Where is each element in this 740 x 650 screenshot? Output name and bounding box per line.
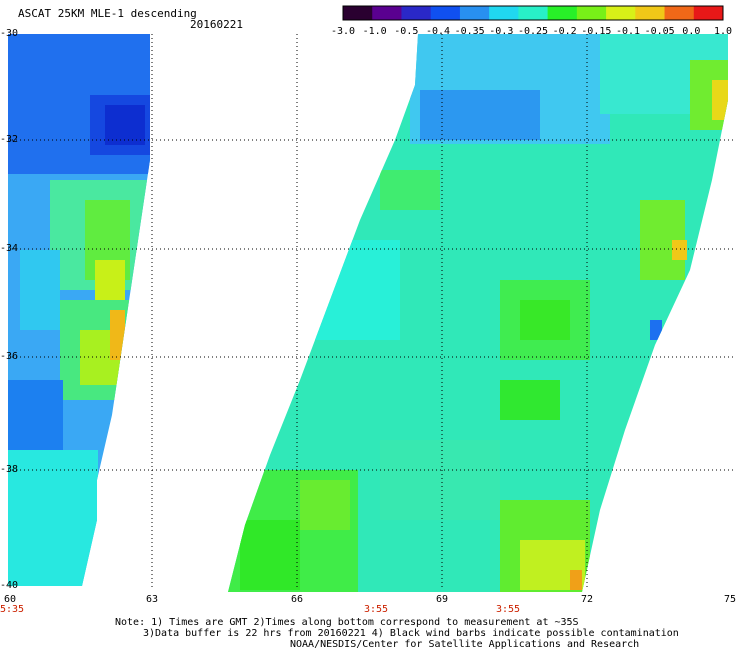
colorbar-label: -0.5 <box>394 26 419 37</box>
grid-lines <box>8 34 735 590</box>
colorbar-label: -0.3 <box>489 26 514 37</box>
map-date: 20160221 <box>190 18 243 31</box>
colorbar-label: -3.0 <box>330 26 356 37</box>
colorbar-label: -0.2 <box>552 26 577 37</box>
time-label: 3:55 <box>495 604 521 615</box>
footer-credit: NOAA/NESDIS/Center for Satellite Applica… <box>290 639 640 650</box>
colorbar-segment <box>489 6 519 20</box>
colorbar-segment <box>576 6 607 20</box>
lon-label: 72 <box>580 594 594 605</box>
colorbar-label: 0.0 <box>682 26 701 37</box>
lon-label: 63 <box>145 594 159 605</box>
lon-label: 60 <box>3 594 17 605</box>
colorbar-label: 1.0 <box>713 26 733 37</box>
colorbar-label: -0.25 <box>517 26 549 37</box>
lat-label: -36 <box>0 351 19 362</box>
lat-label: -38 <box>0 464 19 475</box>
colorbar-segment <box>372 6 402 20</box>
colorbar-segment <box>664 6 695 20</box>
lon-label: 75 <box>723 594 737 605</box>
colorbar-segment <box>401 6 432 20</box>
colorbar-label: -0.1 <box>615 26 641 37</box>
lon-label: 69 <box>435 594 449 605</box>
colorbar-segment <box>518 6 549 20</box>
colorbar-segment <box>343 6 373 20</box>
colorbar-label: -0.35 <box>454 26 485 37</box>
colorbar-segment <box>459 6 490 20</box>
lat-label: -32 <box>0 134 19 145</box>
colorbar-label: -0.4 <box>425 26 451 37</box>
lon-label: 66 <box>290 594 304 605</box>
lat-label: -40 <box>0 580 19 591</box>
colorbar <box>342 5 724 21</box>
left-swath <box>8 34 150 586</box>
colorbar-segment <box>693 6 724 20</box>
colorbar-segment <box>635 6 666 20</box>
colorbar-segment <box>547 6 578 20</box>
colorbar-label: -1.0 <box>362 26 387 37</box>
colorbar-segment <box>606 6 636 20</box>
map-title: ASCAT 25KM MLE-1 descending <box>18 7 197 20</box>
lat-label: -34 <box>0 243 19 254</box>
time-label: 3:55 <box>363 604 389 615</box>
lat-label: -30 <box>0 28 19 39</box>
footer-note-1: Note: 1) Times are GMT 2)Times along bot… <box>115 617 579 628</box>
colorbar-label: -0.15 <box>581 26 612 37</box>
colorbar-label: -0.05 <box>644 26 675 37</box>
colorbar-border <box>342 5 724 21</box>
colorbar-segment <box>430 6 461 20</box>
time-label: 5:35 <box>0 604 25 615</box>
footer-note-2: 3)Data buffer is 22 hrs from 20160221 4)… <box>143 628 679 639</box>
